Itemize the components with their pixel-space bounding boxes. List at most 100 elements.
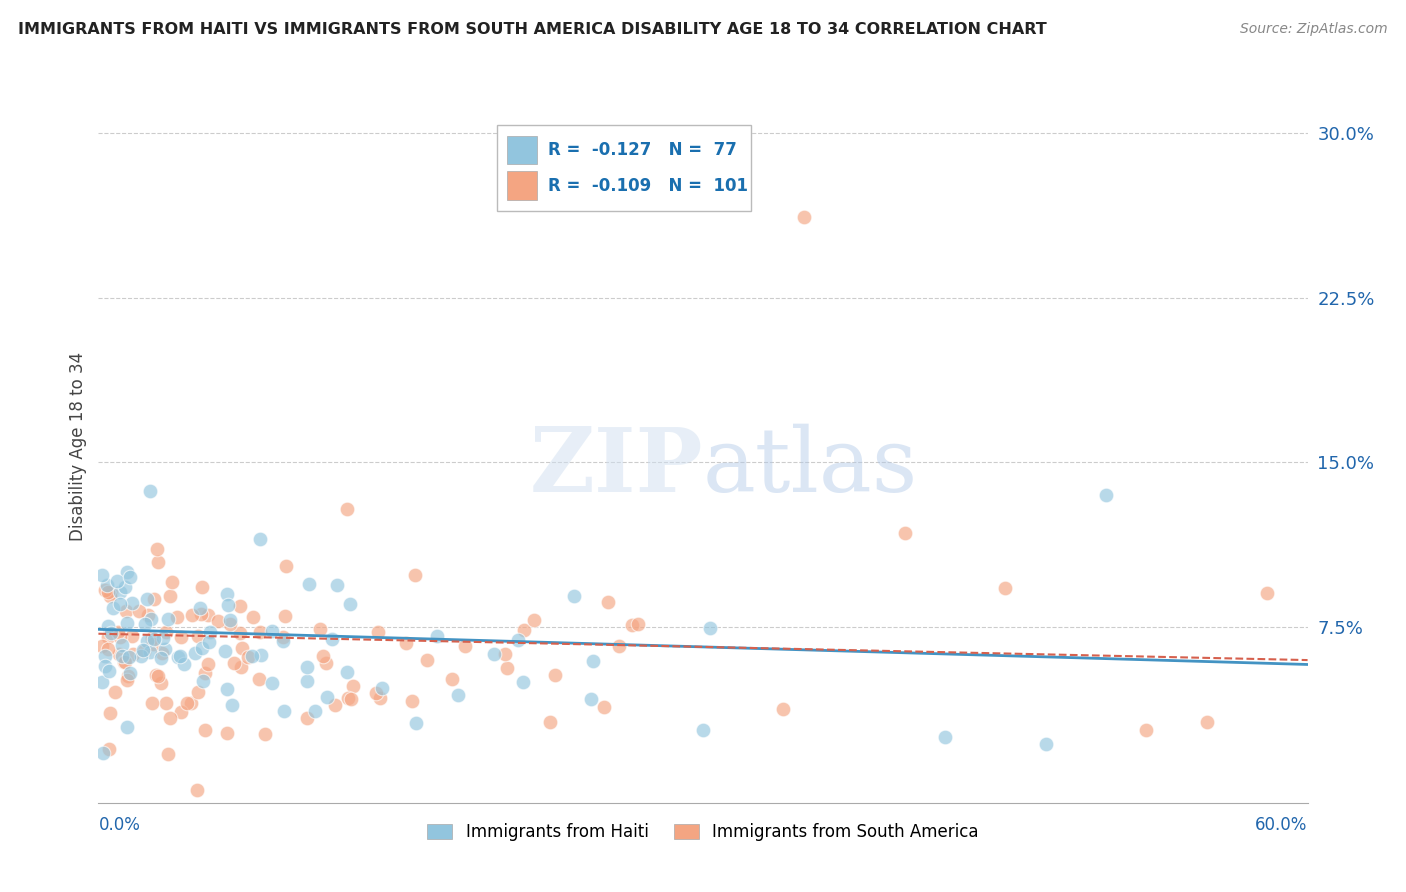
Bar — [508, 136, 537, 164]
Point — [217, 599, 239, 613]
Point — [118, 665, 141, 680]
Point — [1035, 737, 1057, 751]
Point — [273, 704, 295, 718]
Point — [138, 645, 160, 659]
Point — [94, 658, 117, 673]
Point — [97, 630, 120, 644]
Point — [304, 704, 326, 718]
Point — [250, 648, 273, 662]
Point — [538, 714, 561, 729]
Point — [368, 691, 391, 706]
Point — [401, 694, 423, 708]
Point — [169, 649, 191, 664]
Point — [229, 599, 252, 613]
Point — [132, 643, 155, 657]
Point — [167, 650, 190, 665]
Point — [215, 682, 238, 697]
Point — [91, 675, 114, 690]
Point — [108, 630, 131, 644]
Point — [339, 598, 361, 612]
Point — [139, 612, 162, 626]
Point — [191, 580, 214, 594]
Point — [405, 716, 427, 731]
Point — [627, 616, 650, 631]
Point — [699, 621, 721, 635]
Point — [186, 782, 208, 797]
Text: 60.0%: 60.0% — [1256, 815, 1308, 834]
Point — [249, 672, 271, 686]
Point — [159, 589, 181, 603]
Point — [692, 723, 714, 738]
Point — [155, 696, 177, 710]
Point — [506, 633, 529, 648]
Point — [153, 641, 176, 656]
Point — [107, 625, 129, 640]
Text: atlas: atlas — [703, 424, 918, 511]
Text: R =  -0.127   N =  77: R = -0.127 N = 77 — [548, 141, 737, 159]
Point — [191, 641, 214, 656]
Point — [156, 611, 179, 625]
Point — [543, 667, 565, 681]
Point — [214, 644, 236, 658]
Point — [152, 632, 174, 646]
Point — [104, 685, 127, 699]
Point — [249, 533, 271, 547]
Point — [440, 672, 463, 686]
Point — [395, 636, 418, 650]
Point — [274, 609, 297, 624]
Point — [416, 653, 439, 667]
Point — [98, 664, 121, 678]
Point — [176, 696, 198, 710]
Text: ZIP: ZIP — [530, 424, 703, 511]
Text: Source: ZipAtlas.com: Source: ZipAtlas.com — [1240, 22, 1388, 37]
Point — [136, 592, 159, 607]
Point — [582, 653, 605, 667]
Point — [117, 668, 139, 682]
Point — [94, 648, 117, 663]
Point — [242, 610, 264, 624]
Point — [150, 646, 173, 660]
Y-axis label: Disability Age 18 to 34: Disability Age 18 to 34 — [69, 351, 87, 541]
Point — [1095, 488, 1118, 502]
Point — [271, 630, 294, 644]
Point — [111, 639, 134, 653]
Point — [607, 639, 630, 653]
Point — [236, 650, 259, 665]
Point — [115, 615, 138, 630]
Point — [160, 575, 183, 590]
Point — [217, 587, 239, 601]
Point — [593, 700, 616, 714]
Point — [321, 632, 343, 646]
Point — [155, 625, 177, 640]
Point — [339, 691, 361, 706]
Point — [367, 625, 389, 640]
Point — [138, 483, 160, 498]
Point — [312, 648, 335, 663]
Point — [145, 668, 167, 682]
Point — [173, 657, 195, 671]
Point — [97, 619, 120, 633]
Point — [342, 679, 364, 693]
Point — [129, 648, 152, 663]
Point — [621, 618, 644, 632]
Point — [295, 660, 318, 674]
Point — [118, 649, 141, 664]
Point — [157, 747, 180, 761]
Point — [148, 668, 170, 682]
Point — [249, 624, 271, 639]
Point — [114, 655, 136, 669]
Point — [108, 647, 131, 661]
Point — [142, 637, 165, 651]
Point — [170, 630, 193, 644]
Point — [121, 596, 143, 610]
Point — [134, 616, 156, 631]
Point — [146, 542, 169, 557]
Point — [454, 640, 477, 654]
Point — [893, 525, 915, 540]
Point — [187, 684, 209, 698]
Point — [98, 706, 121, 720]
Bar — [508, 171, 537, 200]
Point — [187, 629, 209, 643]
Point — [219, 613, 242, 627]
Point — [114, 580, 136, 594]
